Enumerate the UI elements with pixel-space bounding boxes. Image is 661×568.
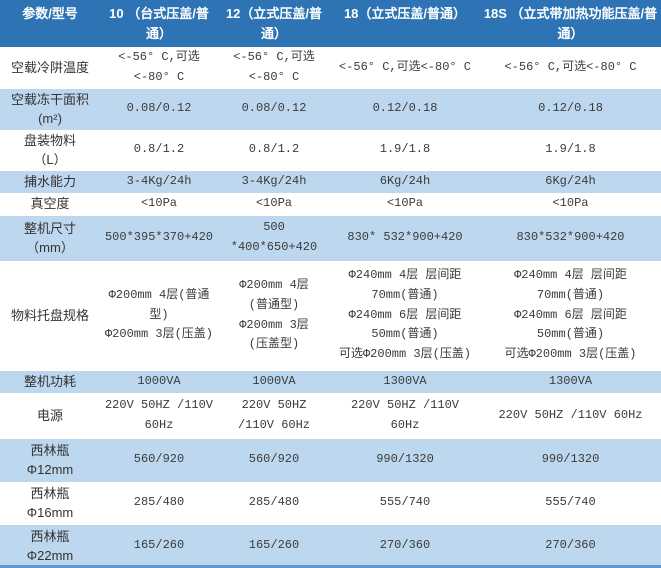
- spec-cell: 165/260: [218, 524, 330, 565]
- spec-cell: 220V 50HZ /110V 60Hz: [480, 392, 661, 439]
- row-label: 真空度: [0, 192, 100, 216]
- spec-cell: 500 *400*650+420: [218, 215, 330, 261]
- header-row: 参数/型号 10 （台式压盖/普通） 12（立式压盖/普通） 18（立式压盖/普…: [0, 0, 661, 47]
- spec-cell: <10Pa: [100, 192, 218, 216]
- row-tray-spec: 物料托盘规格 Φ200mm 4层(普通型) Φ200mm 3层(压盖) Φ200…: [0, 260, 661, 371]
- spec-cell: 0.12/0.18: [330, 88, 480, 130]
- spec-cell: 0.08/0.12: [218, 88, 330, 130]
- header-model-18s: 18S （立式带加热功能压盖/普通）: [480, 0, 661, 47]
- header-model-10: 10 （台式压盖/普通）: [100, 0, 218, 47]
- header-model-12: 12（立式压盖/普通）: [218, 0, 330, 47]
- spec-cell: 285/480: [218, 481, 330, 525]
- row-label: 捕水能力: [0, 170, 100, 193]
- header-param: 参数/型号: [0, 0, 100, 47]
- spec-cell: 220V 50HZ /110V 60Hz: [330, 392, 480, 439]
- row-vial-12mm: 西林瓶 Φ12mm 560/920 560/920 990/1320 990/1…: [0, 438, 661, 482]
- spec-cell: 1000VA: [100, 370, 218, 393]
- spec-cell: 830* 532*900+420: [330, 215, 480, 261]
- row-label: 电源: [0, 392, 100, 439]
- spec-cell: 270/360: [480, 524, 661, 565]
- spec-cell: 0.12/0.18: [480, 88, 661, 130]
- spec-cell: <-56° C,可选 <-80° C: [100, 47, 218, 89]
- spec-cell: 1.9/1.8: [330, 129, 480, 171]
- spec-cell: 1300VA: [330, 370, 480, 393]
- header-model-18: 18（立式压盖/普通）: [330, 0, 480, 47]
- spec-cell: 560/920: [218, 438, 330, 482]
- row-label: 物料托盘规格: [0, 260, 100, 371]
- row-power-consumption: 整机功耗 1000VA 1000VA 1300VA 1300VA: [0, 370, 661, 393]
- spec-cell: <10Pa: [330, 192, 480, 216]
- spec-cell: 560/920: [100, 438, 218, 482]
- spec-cell: 555/740: [330, 481, 480, 525]
- spec-cell: 0.8/1.2: [100, 129, 218, 171]
- spec-cell: <10Pa: [480, 192, 661, 216]
- spec-cell: 165/260: [100, 524, 218, 565]
- spec-cell: 1.9/1.8: [480, 129, 661, 171]
- spec-cell: 1300VA: [480, 370, 661, 393]
- spec-cell: Φ200mm 4层 (普通型) Φ200mm 3层 (压盖型): [218, 260, 330, 371]
- spec-cell: 0.08/0.12: [100, 88, 218, 130]
- spec-cell: 500*395*370+420: [100, 215, 218, 261]
- row-label: 盘装物料 （L）: [0, 129, 100, 171]
- row-label: 空载冷阱温度: [0, 47, 100, 89]
- spec-cell: Φ200mm 4层(普通型) Φ200mm 3层(压盖): [100, 260, 218, 371]
- row-power-supply: 电源 220V 50HZ /110V 60Hz 220V 50HZ /110V …: [0, 392, 661, 439]
- spec-cell: 6Kg/24h: [330, 170, 480, 193]
- spec-cell: <-56° C,可选<-80° C: [330, 47, 480, 89]
- row-vial-16mm: 西林瓶 Φ16mm 285/480 285/480 555/740 555/74…: [0, 481, 661, 525]
- spec-cell: 285/480: [100, 481, 218, 525]
- spec-cell: Φ240mm 4层 层间距 70mm(普通) Φ240mm 6层 层间距 50m…: [480, 260, 661, 371]
- row-label: 西林瓶 Φ16mm: [0, 481, 100, 525]
- row-label: 空载冻干面积 (m²): [0, 88, 100, 130]
- spec-cell: 220V 50HZ /110V 60Hz: [100, 392, 218, 439]
- row-vial-22mm: 西林瓶 Φ22mm 165/260 165/260 270/360 270/36…: [0, 524, 661, 565]
- row-label: 整机尺寸 （mm）: [0, 215, 100, 261]
- row-label: 西林瓶 Φ22mm: [0, 524, 100, 565]
- row-dimensions: 整机尺寸 （mm） 500*395*370+420 500 *400*650+4…: [0, 215, 661, 261]
- row-label: 西林瓶 Φ12mm: [0, 438, 100, 482]
- row-drying-area: 空载冻干面积 (m²) 0.08/0.12 0.08/0.12 0.12/0.1…: [0, 88, 661, 130]
- row-tray-material: 盘装物料 （L） 0.8/1.2 0.8/1.2 1.9/1.8 1.9/1.8: [0, 129, 661, 171]
- spec-cell: 6Kg/24h: [480, 170, 661, 193]
- spec-cell: 0.8/1.2: [218, 129, 330, 171]
- spec-cell: 1000VA: [218, 370, 330, 393]
- spec-cell: 3-4Kg/24h: [100, 170, 218, 193]
- spec-cell: Φ240mm 4层 层间距 70mm(普通) Φ240mm 6层 层间距 50m…: [330, 260, 480, 371]
- row-vacuum: 真空度 <10Pa <10Pa <10Pa <10Pa: [0, 192, 661, 216]
- spec-cell: 270/360: [330, 524, 480, 565]
- row-water-capture: 捕水能力 3-4Kg/24h 3-4Kg/24h 6Kg/24h 6Kg/24h: [0, 170, 661, 193]
- row-cold-trap-temp: 空载冷阱温度 <-56° C,可选 <-80° C <-56° C,可选 <-8…: [0, 47, 661, 89]
- spec-cell: <-56° C,可选 <-80° C: [218, 47, 330, 89]
- spec-cell: 830*532*900+420: [480, 215, 661, 261]
- spec-cell: <-56° C,可选<-80° C: [480, 47, 661, 89]
- spec-cell: 990/1320: [330, 438, 480, 482]
- spec-cell: 220V 50HZ /110V 60Hz: [218, 392, 330, 439]
- spec-cell: <10Pa: [218, 192, 330, 216]
- spec-cell: 3-4Kg/24h: [218, 170, 330, 193]
- row-label: 整机功耗: [0, 370, 100, 393]
- spec-cell: 990/1320: [480, 438, 661, 482]
- spec-cell: 555/740: [480, 481, 661, 525]
